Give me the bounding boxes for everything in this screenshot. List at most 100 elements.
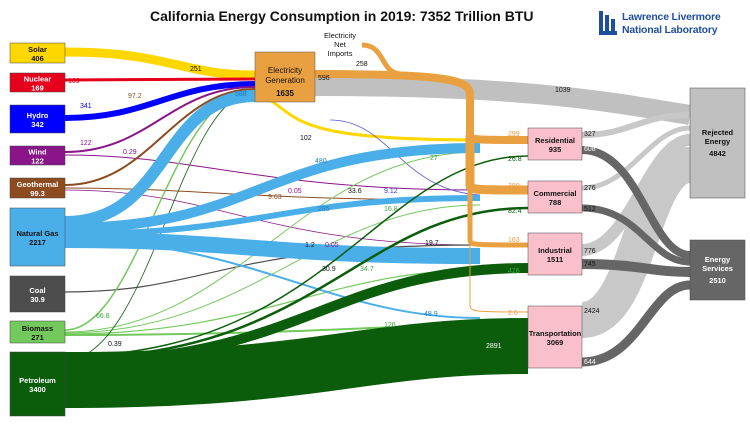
label-nuclear-elec: 169	[68, 78, 80, 85]
flow-res-rejected	[581, 112, 691, 138]
flow-elec-trans	[469, 240, 529, 313]
flow-ind-services	[581, 259, 691, 277]
sector-name-industrial: Industrial	[538, 246, 572, 255]
source-name-nuclear: Nuclear	[24, 75, 52, 84]
electricity-generation-box	[254, 51, 316, 103]
label-elec-trans: 2.6	[508, 310, 518, 317]
flow-labels: 251 169 341 122 97.2 588 596 1039 102 48…	[68, 66, 600, 366]
label-hydro-elec: 341	[80, 103, 92, 110]
flow-geo-elec	[64, 88, 256, 186]
label-solar-elec: 251	[190, 66, 202, 73]
flow-trans-services	[581, 280, 691, 367]
source-value-biomass: 271	[31, 333, 44, 342]
label-petro-ind: 19.7	[425, 240, 439, 247]
source-name-petroleum: Petroleum	[19, 376, 56, 385]
flow-bio-elec	[64, 89, 256, 331]
label-ind-rej: 776	[584, 248, 596, 255]
source-value-petroleum: 3400	[29, 385, 46, 394]
label-ng-res: 480	[315, 158, 327, 165]
label-ng-trans: 48.9	[424, 311, 438, 318]
electricity-generation-value: 1635	[276, 89, 294, 98]
flow-elec-out	[314, 70, 529, 144]
flow-bio-com	[64, 204, 481, 334]
diagram-title: California Energy Consumption in 2019: 7…	[150, 8, 534, 24]
source-name-hydro: Hydro	[27, 111, 49, 120]
source-name-natural-gas: Natural Gas	[16, 229, 58, 238]
sector-name-commercial: Commercial	[534, 189, 577, 198]
imports-label-2: Net	[334, 40, 347, 49]
output-box-rejected	[689, 87, 746, 199]
sector-name-residential: Residential	[535, 136, 575, 145]
logo-text-line1: Lawrence Livermore	[622, 11, 721, 23]
source-box-coal	[9, 275, 66, 313]
output-name-services-1: Services	[702, 264, 733, 273]
label-bio-elec: 66.8	[96, 313, 110, 320]
label-solar-res: 102	[300, 135, 312, 142]
imports-label-3: Imports	[327, 49, 352, 58]
source-box-nuclear	[9, 72, 66, 93]
imports-label-1: Electricity	[324, 31, 356, 40]
sector-value-commercial: 788	[549, 198, 562, 207]
label-geo-ind-a: 0.05	[288, 188, 302, 195]
flow-ng-ind	[64, 232, 481, 264]
flow-hydro-elec	[64, 81, 256, 121]
label-petro-res2: 26.8	[508, 156, 522, 163]
source-box-biomass	[9, 320, 66, 344]
label-wind-com: 0.29	[123, 149, 137, 156]
imports-value: 258	[356, 61, 368, 68]
electricity-generation-label-2: Generation	[265, 76, 305, 85]
label-ind-srv: 745	[584, 261, 596, 268]
source-box-wind	[9, 145, 66, 166]
label-bio-com: 16.8	[384, 206, 398, 213]
flow-ng-elec	[64, 90, 256, 228]
output-name-rejected-1: Energy	[705, 137, 731, 146]
label-ng-ind: 836	[507, 254, 519, 261]
label-ng-elec: 588	[235, 91, 247, 98]
logo-text-line2: National Laboratory	[622, 24, 718, 36]
source-name-wind: Wind	[28, 148, 47, 157]
source-name-coal: Coal	[29, 286, 45, 295]
electricity-generation-label-1: Electricity	[268, 66, 302, 75]
llnl-logo-icon	[599, 11, 617, 35]
sector-value-residential: 935	[549, 145, 562, 154]
flow-wind-elec	[64, 86, 256, 153]
source-name-geothermal: Geothermal	[17, 180, 59, 189]
label-elec-rejected: 1039	[555, 87, 571, 94]
flow-solar-elec	[64, 47, 256, 80]
label-trans-srv: 644	[584, 359, 596, 366]
flow-elec-rejected	[314, 76, 692, 125]
flow-imports	[361, 42, 401, 77]
output-value-services: 2510	[709, 276, 726, 285]
label-coal-ind: 1.2	[305, 242, 315, 249]
label-elec-res: 299	[508, 131, 520, 138]
label-petro-ind2: 426	[508, 268, 520, 275]
label-elec-out: 596	[318, 75, 330, 82]
source-box-natural-gas	[9, 207, 66, 267]
sector-box-commercial	[527, 180, 583, 214]
label-petro-trans: 2891	[486, 343, 502, 350]
llnl-logo: Lawrence Livermore National Laboratory	[598, 8, 748, 40]
label-petro-res: 33.6	[348, 188, 362, 195]
label-geo-ind-b: 0.05	[325, 242, 339, 249]
sector-value-transportation: 3069	[547, 338, 564, 347]
label-bio-res: 27	[430, 155, 438, 162]
label-res-rej: 327	[584, 131, 596, 138]
flow-petro-com	[64, 206, 529, 360]
label-coal-ind2: 30.9	[322, 266, 336, 273]
sector-box-transportation	[527, 305, 583, 369]
label-petro-com: 9.12	[384, 188, 398, 195]
label-wind-elec: 122	[80, 140, 92, 147]
sector-box-residential	[527, 127, 583, 161]
source-box-geothermal	[9, 177, 66, 199]
label-geo-elec: 97.2	[128, 93, 142, 100]
output-value-rejected: 4842	[709, 149, 726, 158]
source-value-solar: 406	[31, 54, 44, 63]
label-bio-ind: 34.7	[360, 266, 374, 273]
label-com-srv: 512	[584, 206, 596, 213]
flow-com-rejected	[581, 125, 691, 191]
flow-ng-res	[64, 143, 481, 233]
